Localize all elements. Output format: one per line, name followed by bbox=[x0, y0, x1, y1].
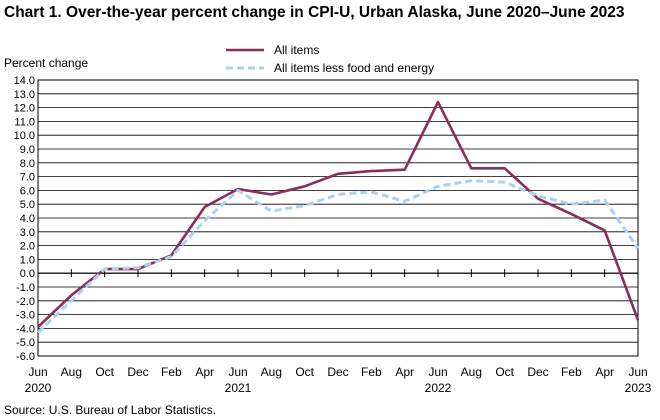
y-tick-label: 5.0 bbox=[20, 199, 35, 211]
y-tick-label: 8.0 bbox=[20, 158, 35, 170]
plot-frame bbox=[37, 79, 639, 357]
y-tick-label: 7.0 bbox=[20, 172, 35, 184]
y-tick-label: -4.0 bbox=[16, 323, 35, 335]
x-tick-year-label: 2021 bbox=[225, 381, 252, 395]
x-tick-label: Apr bbox=[195, 365, 214, 379]
y-tick-label: 14.0 bbox=[14, 75, 35, 87]
x-tick-year-label: 2023 bbox=[625, 381, 652, 395]
x-tick-label: Jun bbox=[28, 365, 47, 379]
y-tick-label: 6.0 bbox=[20, 185, 35, 197]
x-tick-label: Jun bbox=[428, 365, 447, 379]
y-tick-label: 0.0 bbox=[20, 268, 35, 280]
y-tick-label: -2.0 bbox=[16, 296, 35, 308]
x-tick-label: Oct bbox=[495, 365, 514, 379]
x-tick-label: Aug bbox=[61, 365, 82, 379]
x-tick-year-label: 2020 bbox=[25, 381, 52, 395]
x-tick-label: Aug bbox=[261, 365, 282, 379]
x-tick-label: Jun bbox=[228, 365, 247, 379]
y-tick-label: 11.0 bbox=[14, 116, 35, 128]
y-tick-label: -6.0 bbox=[16, 351, 35, 363]
y-tick-label: 10.0 bbox=[14, 130, 35, 142]
x-tick-label: Dec bbox=[527, 365, 548, 379]
series-line-all-items bbox=[37, 100, 640, 328]
x-tick-label: Jun bbox=[628, 365, 647, 379]
x-tick-label: Oct bbox=[95, 365, 114, 379]
x-tick-label: Apr bbox=[595, 365, 614, 379]
y-tick-label: 1.0 bbox=[20, 254, 35, 266]
y-tick-label: 12.0 bbox=[14, 103, 35, 115]
y-tick-label: 13.0 bbox=[14, 89, 35, 101]
chart-title: Chart 1. Over-the-year percent change in… bbox=[4, 4, 625, 21]
x-tick-label: Feb bbox=[361, 365, 382, 379]
x-tick-label: Aug bbox=[461, 365, 482, 379]
y-tick-label: 9.0 bbox=[20, 144, 35, 156]
y-axis-label: Percent change bbox=[4, 56, 88, 70]
y-tick-label: -1.0 bbox=[16, 282, 35, 294]
x-tick-label: Feb bbox=[161, 365, 182, 379]
x-tick-year-label: 2022 bbox=[425, 381, 452, 395]
x-tick-label: Oct bbox=[295, 365, 314, 379]
y-tick-label: -3.0 bbox=[16, 310, 35, 322]
y-tick-label: 3.0 bbox=[20, 227, 35, 239]
y-tick-label: 4.0 bbox=[20, 213, 35, 225]
legend-label: All items less food and energy bbox=[274, 61, 434, 75]
x-tick-label: Dec bbox=[327, 365, 348, 379]
x-tick-label: Feb bbox=[561, 365, 582, 379]
x-tick-label: Apr bbox=[395, 365, 414, 379]
source-note: Source: U.S. Bureau of Labor Statistics. bbox=[4, 403, 217, 417]
x-tick-label: Dec bbox=[127, 365, 148, 379]
legend-label: All items bbox=[274, 43, 319, 57]
y-tick-label: 2.0 bbox=[20, 241, 35, 253]
y-tick-label: -5.0 bbox=[16, 337, 35, 349]
